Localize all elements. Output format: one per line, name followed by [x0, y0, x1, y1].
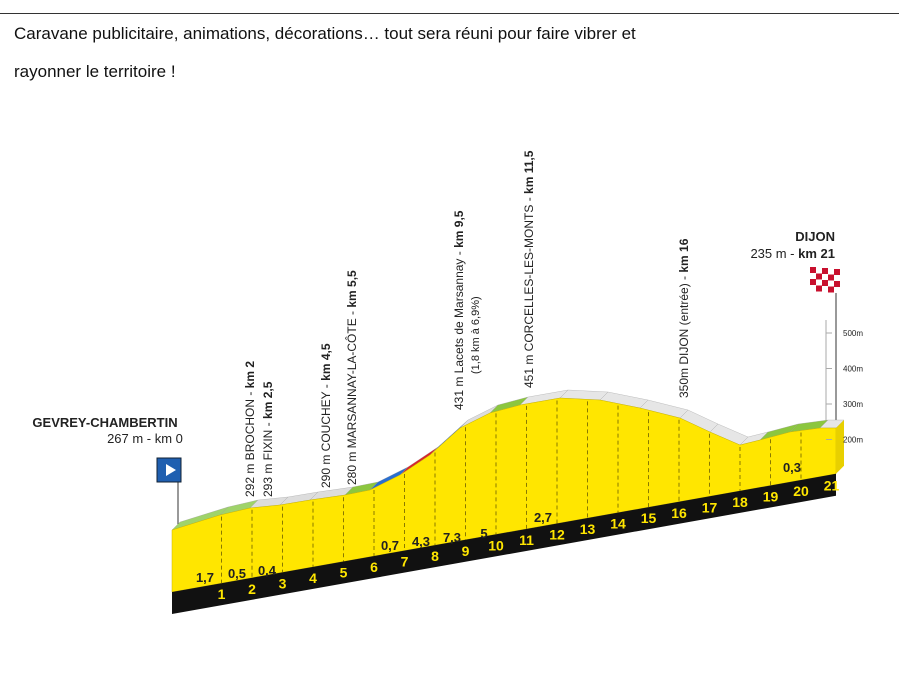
waypoint-name: 350m DIJON (entrée) -	[677, 273, 691, 398]
intro-line: rayonner le territoire !	[14, 62, 176, 81]
gradient-label: 0,4	[258, 563, 277, 578]
finish-flag	[822, 274, 828, 280]
km-label: 5	[340, 564, 348, 580]
finish-flag	[834, 287, 840, 293]
waypoint-label: 280 m MARSANNAY-LA-CÔTE - km 5,5	[344, 270, 359, 485]
km-label: 12	[549, 526, 565, 542]
finish-flag	[834, 269, 840, 275]
finish-flag	[822, 280, 828, 286]
finish-flag	[816, 279, 822, 286]
waypoint-km: km 16	[677, 238, 691, 272]
gradient-label: 4,3	[412, 534, 430, 549]
finish-flag	[816, 273, 822, 280]
gradient-label: 0,7	[381, 538, 399, 553]
finish-name: DIJON	[795, 229, 835, 244]
gradient-label: 1,7	[196, 570, 214, 585]
km-label: 20	[793, 483, 809, 499]
profile-face	[171, 397, 837, 593]
waypoint-name: 451 m CORCELLES-LES-MONTS -	[522, 194, 536, 388]
gradient-label: 0,5	[228, 566, 246, 581]
finish-flag	[822, 286, 828, 292]
waypoint-label: 292 m BROCHON - km 2	[243, 361, 257, 497]
km-label: 7	[401, 554, 409, 570]
waypoint-km: km 11,5	[522, 150, 536, 194]
waypoint-name: 293 m FIXIN -	[261, 419, 275, 497]
km-label: 16	[671, 505, 687, 521]
scale-label: 400m	[843, 365, 863, 374]
waypoint-label: 350m DIJON (entrée) - km 16	[677, 238, 691, 398]
finish-flag	[810, 279, 816, 285]
waypoint-label: 431 m Lacets de Marsannay - km 9,5	[452, 210, 466, 410]
waypoint-km: km 5,5	[345, 270, 359, 308]
km-label: 9	[462, 543, 470, 559]
km-label: 14	[610, 516, 626, 532]
finish-flag	[828, 286, 834, 293]
km-label: 13	[580, 521, 596, 537]
finish-flag	[810, 285, 816, 291]
waypoint-name: 431 m Lacets de Marsannay -	[452, 248, 466, 410]
km-label: 18	[732, 494, 748, 510]
finish-flag	[834, 275, 840, 281]
waypoint-km: km 4,5	[319, 343, 333, 381]
km-label: 19	[763, 488, 779, 504]
finish-km: km 21	[798, 246, 835, 261]
finish-flag	[828, 274, 834, 281]
gradient-label: 7,3	[443, 530, 461, 545]
km-label: 15	[641, 510, 657, 526]
km-label: 2	[248, 581, 256, 597]
km-label: 21	[824, 478, 840, 494]
km-label: 8	[431, 548, 439, 564]
scale-label: 200m	[843, 436, 863, 445]
waypoint-name: 280 m MARSANNAY-LA-CÔTE -	[344, 308, 359, 485]
km-label: 1	[218, 586, 226, 602]
start-detail: 267 m - km 0	[107, 431, 183, 446]
finish-alt: 235 m -	[750, 246, 798, 261]
gradient-label: 5	[480, 526, 487, 541]
finish-flag	[816, 267, 822, 274]
km-label: 3	[279, 575, 287, 591]
waypoint-km: km 9,5	[452, 210, 466, 248]
start-name: GEVREY-CHAMBERTIN	[32, 415, 177, 430]
intro-line: Caravane publicitaire, animations, décor…	[14, 24, 636, 43]
waypoint-label: 293 m FIXIN - km 2,5	[261, 381, 275, 497]
waypoint-label: 290 m COUCHEY - km 4,5	[319, 343, 333, 488]
finish-flag	[816, 285, 822, 292]
profile-side	[836, 420, 844, 474]
waypoint-name: 290 m COUCHEY -	[319, 381, 333, 488]
waypoint-km: km 2	[243, 361, 257, 389]
km-label: 17	[702, 499, 718, 515]
scale-label: 500m	[843, 329, 863, 338]
km-label: 11	[519, 532, 534, 548]
scale-label: 300m	[843, 400, 863, 409]
finish-flag	[810, 273, 816, 279]
km-band	[172, 473, 836, 614]
km-label: 6	[370, 559, 378, 575]
waypoint-name: 292 m BROCHON -	[243, 388, 257, 497]
finish-detail: 235 m - km 21	[750, 246, 835, 261]
finish-flag	[822, 268, 828, 274]
gradient-label: 0,3	[783, 460, 801, 475]
top-rule	[0, 13, 899, 14]
km-label: 10	[488, 537, 504, 553]
start-icon	[166, 464, 176, 476]
finish-flag	[834, 281, 840, 287]
waypoint-label: 451 m CORCELLES-LES-MONTS - km 11,5	[522, 150, 536, 388]
km-label: 4	[309, 570, 317, 586]
finish-flag	[810, 267, 816, 273]
gradient-label: 2,7	[534, 510, 552, 525]
waypoint-km: km 2,5	[261, 381, 275, 419]
waypoint-note: (1,8 km à 6,9%)	[470, 296, 482, 374]
finish-flag	[828, 280, 834, 287]
finish-flag	[828, 268, 834, 275]
